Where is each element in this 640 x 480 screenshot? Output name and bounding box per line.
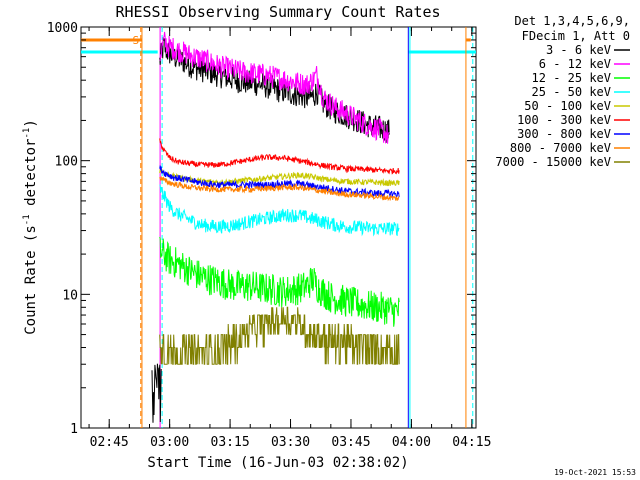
y-tick-label-0: 1 <box>70 422 78 437</box>
legend-header-detectors: Det 1,3,4,5,6,9, <box>514 14 630 28</box>
series-line-7000-15000-kev <box>159 306 400 365</box>
series-line-6-12-kev <box>159 31 390 144</box>
legend: Det 1,3,4,5,6,9, FDecim 1, Att 0 3 - 6 k… <box>495 14 630 169</box>
series-layer <box>151 31 400 423</box>
y-label-end: ) <box>23 119 39 127</box>
legend-label-4: 50 - 100 keV <box>524 99 611 113</box>
x-tick-label-4: 03:45 <box>331 435 370 450</box>
y-tick-label-2: 100 <box>55 155 78 170</box>
y-label-main: Count Rate (s <box>23 225 39 335</box>
x-tick-label-3: 03:30 <box>271 435 310 450</box>
legend-label-8: 7000 - 15000 keV <box>495 155 611 169</box>
legend-label-5: 100 - 300 keV <box>517 113 611 127</box>
legend-label-1: 6 - 12 keV <box>539 57 611 71</box>
chart-title: RHESSI Observing Summary Count Rates <box>115 3 440 21</box>
plot-frame <box>80 26 477 429</box>
saa-label: S <box>133 34 140 47</box>
legend-label-0: 3 - 6 keV <box>546 43 611 57</box>
series-line-50-100-kev <box>159 168 400 187</box>
series-line-12-25-kev <box>159 236 400 327</box>
y-label-sup-2: -1 <box>22 128 32 139</box>
x-tick-label-1: 03:00 <box>150 435 189 450</box>
x-tick-label-0: 02:45 <box>90 435 129 450</box>
series-line-100-300-kev <box>159 138 400 175</box>
legend-header-fdecim: FDecim 1, Att 0 <box>522 29 630 43</box>
timestamp: 19-Oct-2021 15:53 <box>554 468 636 477</box>
x-tick-label-2: 03:15 <box>211 435 250 450</box>
observing-markers: S <box>81 27 476 428</box>
series-line-800-7000-kev <box>159 176 400 202</box>
y-axis-label: Count Rate (s-1 detector-1) <box>22 119 39 335</box>
series-line-low-count-start <box>151 363 162 423</box>
legend-label-2: 12 - 25 keV <box>532 71 611 85</box>
series-line-300-800-kev <box>159 165 400 198</box>
axis-ticks: 02:45 03:00 03:15 03:30 03:45 04:00 04:15 1 10 10… <box>47 21 492 450</box>
y-tick-label-1: 10 <box>62 288 78 303</box>
x-axis-label: Start Time (16-Jun-03 02:38:02) <box>147 455 408 471</box>
y-label-mid: detector <box>23 139 39 215</box>
x-tick-label-6: 04:15 <box>452 435 491 450</box>
legend-label-7: 800 - 7000 keV <box>510 141 611 155</box>
x-tick-label-5: 04:00 <box>392 435 431 450</box>
y-label-sup-1: -1 <box>22 214 32 225</box>
legend-label-3: 25 - 50 keV <box>532 85 611 99</box>
legend-label-6: 300 - 800 keV <box>517 127 611 141</box>
series-line-25-50-kev <box>159 184 400 237</box>
y-tick-label-3: 1000 <box>47 21 78 36</box>
